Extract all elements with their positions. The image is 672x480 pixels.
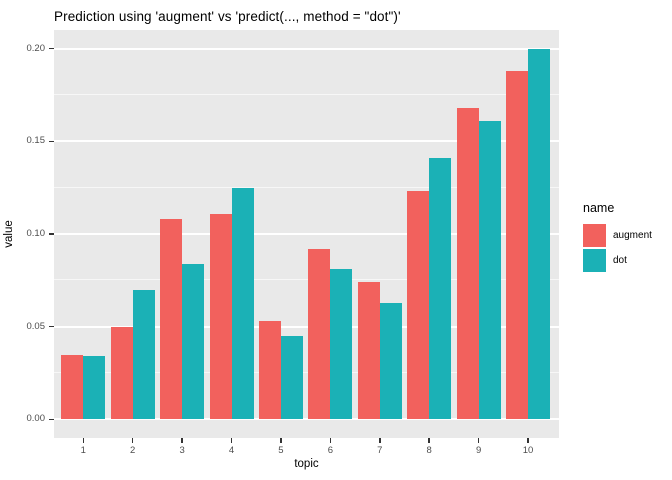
legend-key-augment-swatch [583, 224, 606, 247]
x-tick-mark [477, 438, 480, 443]
x-tick-label: 1 [80, 445, 86, 456]
x-tick-mark [82, 438, 85, 443]
bar-augment-topic-10 [506, 70, 529, 420]
bar-augment-topic-1 [61, 354, 84, 420]
x-tick-mark [329, 438, 332, 443]
x-tick-mark [527, 438, 529, 443]
gridline-major [54, 325, 559, 328]
y-tick-label: 0.00 [26, 413, 46, 425]
bar-augment-topic-2 [110, 326, 133, 420]
legend-key-dot-swatch [583, 249, 606, 272]
y-tick-label: 0.15 [26, 135, 46, 147]
bar-dot-topic-1 [83, 356, 106, 420]
x-tick-label: 9 [475, 445, 482, 456]
x-tick-mark [230, 438, 233, 443]
legend-item-augment: augment [583, 224, 652, 247]
y-axis-title: value [3, 220, 15, 248]
legend-title: name [583, 201, 615, 215]
legend-label-dot: dot [613, 255, 627, 266]
bar-dot-topic-6 [330, 269, 353, 420]
panel [54, 30, 559, 438]
bar-dot-topic-4 [231, 187, 254, 420]
x-tick-label: 8 [426, 445, 432, 456]
x-tick-mark [131, 438, 134, 443]
gridline-major [54, 47, 559, 50]
bar-augment-topic-4 [209, 213, 232, 420]
legend-item-dot: dot [583, 249, 652, 272]
x-tick-mark [379, 438, 381, 443]
bar-augment-topic-3 [160, 219, 183, 420]
x-tick-mark [280, 438, 282, 443]
bar-dot-topic-9 [478, 120, 501, 420]
gridline-major [54, 140, 559, 143]
bar-dot-topic-10 [528, 48, 551, 420]
gridline-major [54, 418, 559, 421]
bar-dot-topic-7 [379, 302, 402, 420]
plot-title: Prediction using 'augment' vs 'predict(.… [54, 9, 401, 24]
x-tick-label: 3 [179, 445, 185, 456]
x-tick-label: 5 [278, 445, 284, 456]
gridline-minor [54, 372, 559, 374]
x-tick-label: 10 [522, 445, 534, 456]
x-tick-label: 7 [377, 445, 383, 456]
bar-augment-topic-6 [308, 248, 331, 420]
bar-dot-topic-2 [132, 289, 155, 420]
x-tick-label: 6 [327, 445, 333, 456]
x-tick-label: 2 [130, 445, 136, 456]
legend: name augment dot [583, 201, 652, 274]
x-axis-title: topic [294, 458, 319, 470]
y-tick-label: 0.20 [26, 42, 46, 54]
bar-augment-topic-9 [456, 107, 479, 420]
x-tick-label: 4 [228, 445, 235, 456]
gridline-major [54, 233, 559, 235]
x-tick-mark [428, 438, 430, 443]
legend-label-augment: augment [613, 230, 652, 241]
bar-dot-topic-8 [429, 157, 452, 420]
gridline-minor [54, 93, 559, 95]
gridline-minor [54, 186, 559, 188]
x-tick-mark [181, 438, 183, 443]
bar-augment-topic-5 [258, 321, 281, 420]
bar-dot-topic-3 [182, 263, 205, 420]
bar-dot-topic-5 [280, 336, 303, 420]
bar-augment-topic-7 [357, 282, 380, 420]
y-tick-label: 0.05 [26, 320, 46, 332]
gridline-minor [54, 279, 559, 281]
bar-augment-topic-8 [407, 191, 430, 420]
